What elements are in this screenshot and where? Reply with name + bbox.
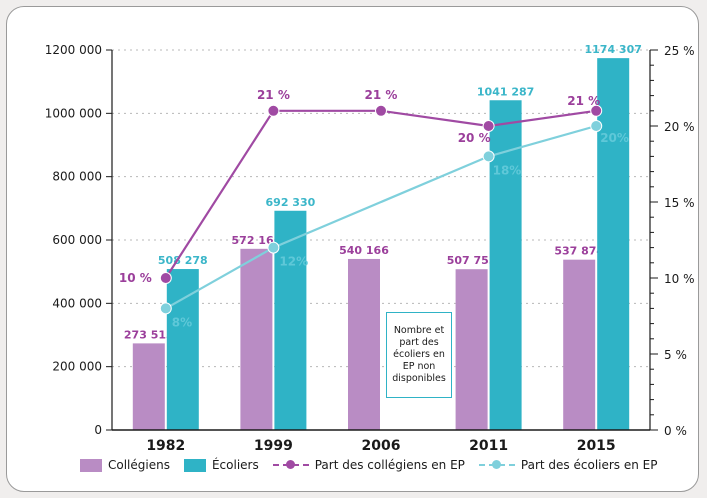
bar-collegiens xyxy=(240,248,273,430)
y-right-tick-label: 10 % xyxy=(664,272,695,286)
legend-item-collegiens: Collégiens xyxy=(80,458,170,472)
y-left-tick-label: 400 000 xyxy=(52,296,102,310)
y-right-tick-label: 20 % xyxy=(664,120,695,134)
part-ecoliers-point xyxy=(482,150,495,163)
y-right-tick-label: 25 % xyxy=(664,44,695,58)
legend-item-part-collegiens: Part des collégiens en EP xyxy=(272,458,465,472)
legend-swatch-ecoliers xyxy=(183,458,206,472)
legend-item-ecoliers: Écoliers xyxy=(183,458,259,472)
legend-line-part-ecoliers xyxy=(478,458,515,472)
data-label-collegiens: 537 874 xyxy=(554,245,604,258)
part-collegiens-point xyxy=(482,120,495,132)
legend: Collégiens Écoliers Part des collégiens … xyxy=(80,454,672,476)
data-label-part-collegiens: 21 % xyxy=(365,88,398,102)
data-label-collegiens: 540 166 xyxy=(339,244,389,257)
y-left-tick-label: 1200 000 xyxy=(45,43,102,57)
part-ecoliers-point xyxy=(159,302,172,315)
part-ecoliers-point xyxy=(590,120,603,132)
data-label-part-collegiens: 10 % xyxy=(119,271,152,285)
data-label-ecoliers: 1174 307 xyxy=(584,43,641,56)
data-label-part-ecoliers: 8% xyxy=(172,315,192,329)
bar-ecoliers xyxy=(166,269,199,430)
data-label-ecoliers: 508 278 xyxy=(158,254,208,267)
bar-collegiens xyxy=(132,343,165,430)
x-tick-label: 2006 xyxy=(362,438,401,454)
data-label-collegiens: 273 513 xyxy=(124,328,174,341)
y-left-tick-label: 0 xyxy=(94,423,102,437)
legend-label-collegiens: Collégiens xyxy=(108,458,170,472)
data-label-part-ecoliers: 12% xyxy=(279,255,308,269)
part-collegiens-point xyxy=(159,272,172,284)
legend-label-part-ecoliers: Part des écoliers en EP xyxy=(520,458,658,472)
legend-label-ecoliers: Écoliers xyxy=(211,458,259,472)
legend-line-part-collegiens xyxy=(272,458,309,472)
annotation-text: Nombre et part des écoliers en EP non di… xyxy=(392,325,446,384)
y-left-tick-label: 600 000 xyxy=(52,233,102,247)
legend-swatch-collegiens xyxy=(80,458,102,472)
bar-ecoliers xyxy=(274,210,307,430)
y-left-tick-label: 1000 000 xyxy=(45,106,102,120)
y-right-tick-label: 0 % xyxy=(664,424,687,438)
data-label-part-collegiens: 21 % xyxy=(567,94,600,108)
data-label-part-ecoliers: 18% xyxy=(493,163,522,177)
data-label-ecoliers: 1041 287 xyxy=(477,85,534,98)
part-collegiens-point xyxy=(590,104,603,117)
x-tick-label: 2015 xyxy=(577,438,616,454)
data-label-collegiens: 572 165 xyxy=(232,234,282,247)
part-ecoliers-line xyxy=(165,124,597,310)
data-label-ecoliers: 692 330 xyxy=(266,196,316,209)
y-left-tick-label: 800 000 xyxy=(52,170,102,184)
y-left-tick-label: 200 000 xyxy=(52,360,102,374)
data-label-part-ecoliers: 20% xyxy=(600,131,629,145)
legend-label-part-collegiens: Part des collégiens en EP xyxy=(314,458,465,472)
part-collegiens-point xyxy=(267,104,280,117)
bar-collegiens xyxy=(455,269,488,430)
data-label-part-collegiens: 21 % xyxy=(257,88,290,102)
y-right-tick-label: 5 % xyxy=(664,348,687,362)
bar-ecoliers xyxy=(597,58,630,431)
bar-collegiens xyxy=(563,259,596,430)
bar-collegiens xyxy=(348,258,380,430)
x-tick-label: 1999 xyxy=(254,438,293,454)
annotation-box: Nombre et part des écoliers en EP non di… xyxy=(386,312,452,398)
bar-ecoliers xyxy=(489,100,522,430)
y-right-tick-label: 15 % xyxy=(664,196,695,210)
x-tick-label: 1982 xyxy=(146,438,185,454)
legend-item-part-ecoliers: Part des écoliers en EP xyxy=(478,458,658,472)
part-ecoliers-point xyxy=(267,241,280,254)
part-collegiens-point xyxy=(375,104,387,117)
data-label-part-collegiens: 20 % xyxy=(458,131,491,145)
x-tick-label: 2011 xyxy=(469,438,508,454)
data-label-collegiens: 507 755 xyxy=(447,254,497,267)
